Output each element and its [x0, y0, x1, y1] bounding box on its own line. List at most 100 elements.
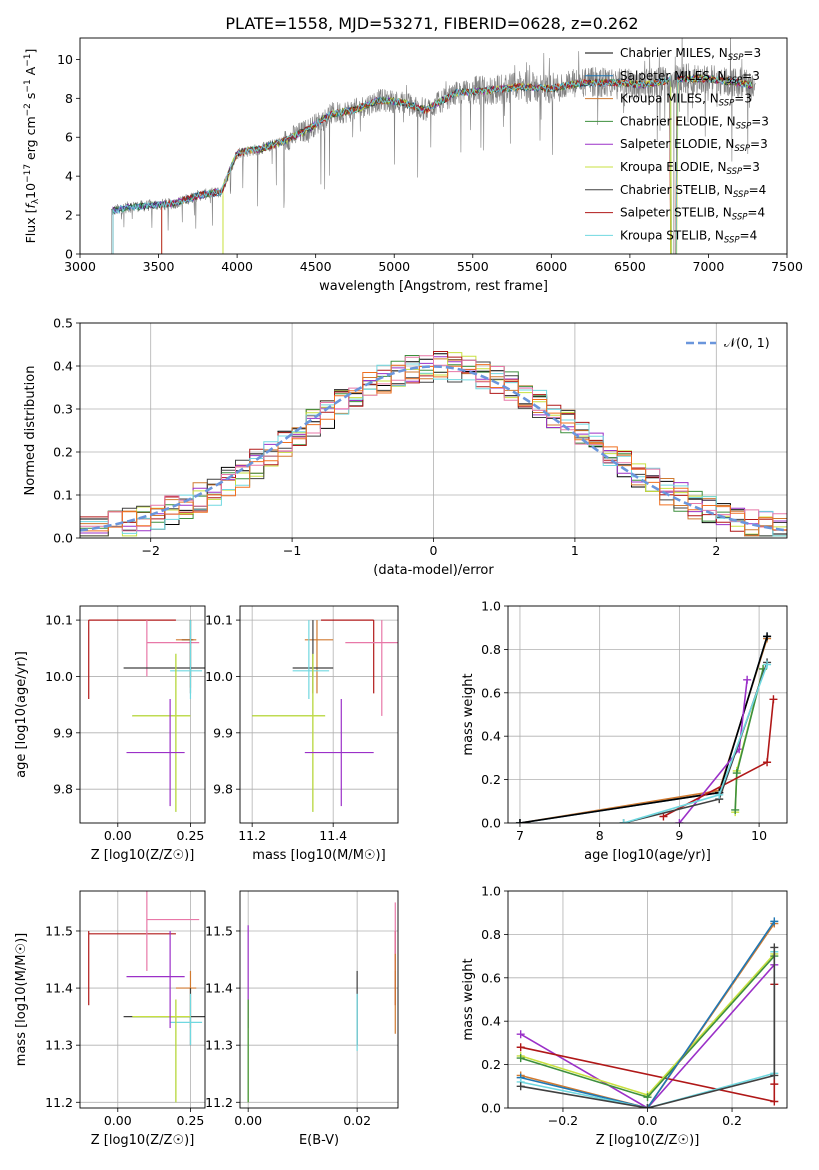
y-tick-label: 9.8	[53, 782, 73, 797]
x-tick-label: 0.00	[104, 1113, 132, 1128]
x-tick-label: 10	[751, 828, 767, 843]
x-tick-label: 0.00	[104, 828, 132, 843]
weight-line-salpeter-miles	[520, 920, 775, 1108]
legend-n-prefix: , N	[716, 183, 733, 197]
legend-equals: =	[749, 183, 759, 197]
axes-age_vs_Z: 0.00 0.25 9.8 9.9 10.0 10.1	[45, 606, 205, 843]
legend-series-name: Chabrier STELIB	[620, 183, 716, 197]
gaussian-curve	[80, 365, 787, 532]
legend-n-prefix: , N	[711, 46, 728, 60]
y-tick-label: 11.3	[45, 1038, 73, 1053]
x-tick-label: −2	[141, 543, 159, 558]
legend-label: Chabrier STELIB, NSSP=4	[620, 183, 766, 200]
legend-label: Kroupa MILES, NSSP=3	[620, 92, 752, 109]
legend-n-prefix: , N	[718, 137, 735, 151]
axes-spectrum: 3000 3500 4000 4500 5000 5500 6000 6500 7000 7500…	[57, 52, 803, 274]
x-tick-label: 2	[712, 543, 720, 558]
y-axis-label: mass weight	[461, 958, 476, 1040]
legend-equals: =	[740, 228, 750, 242]
y-tick-label: 0.2	[53, 445, 73, 460]
figure-title: PLATE=1558, MJD=53271, FIBERID=0628, z=0…	[225, 14, 638, 33]
legend-equals: =	[751, 114, 761, 128]
y-axis-label-part: −17	[23, 164, 33, 183]
legend-n-prefix: , N	[710, 69, 727, 83]
y-axis-label-part: A	[23, 66, 38, 79]
x-axis-label: Z [log10(Z/Z☉)]	[91, 1133, 195, 1148]
legend-label: Kroupa STELIB, NSSP=4	[620, 228, 757, 245]
x-tick-label: 9	[675, 828, 683, 843]
x-tick-label: 11.2	[238, 828, 266, 843]
y-tick-label: 10.0	[205, 669, 233, 684]
legend-equals: =	[742, 160, 752, 174]
y-tick-label: 9.9	[213, 725, 233, 740]
weight-marker	[770, 917, 779, 926]
y-axis-label-part: 10	[23, 183, 38, 199]
y-tick-label: 2	[65, 208, 73, 223]
x-tick-label: 0.00	[234, 1113, 262, 1128]
plot-area-mass_vs_Z	[88, 891, 205, 1103]
weight-line-chabrier-miles	[519, 636, 768, 823]
y-tick-label: 11.5	[45, 923, 73, 938]
legend-series-name: Salpeter MILES	[620, 69, 710, 83]
weight-marker	[516, 1054, 525, 1063]
weight-marker	[516, 1082, 525, 1091]
y-tick-label: 10.1	[45, 613, 73, 628]
x-tick-label: 8	[596, 828, 604, 843]
plot-frame-mass_vs_Z	[79, 890, 206, 1109]
y-tick-label: 0.8	[481, 642, 501, 657]
weight-marker	[763, 660, 772, 669]
y-tick-label: 0.4	[53, 359, 73, 374]
legend-label: Chabrier MILES, NSSP=3	[620, 46, 761, 63]
y-axis-label: Normed distribution	[23, 366, 38, 496]
y-axis-label-part: erg cm	[23, 116, 38, 164]
y-axis-label-part: Flux [	[23, 209, 38, 244]
y-tick-label: 11.3	[205, 1038, 233, 1053]
axes-mass_vs_ebv: 0.00 0.02 11.2 11.3 11.4 11.5	[205, 891, 398, 1128]
weight-marker	[770, 1097, 779, 1106]
x-tick-label: 5500	[457, 259, 489, 274]
x-tick-label: 0.2	[722, 1113, 742, 1128]
legend-nssp: 3	[752, 160, 760, 174]
weight-marker	[743, 675, 752, 684]
weight-marker	[731, 805, 740, 814]
legend-series-name: Kroupa STELIB	[620, 228, 707, 242]
legend-nssp: 3	[744, 92, 752, 106]
x-tick-label: 3000	[64, 259, 96, 274]
plot-area-residuals	[80, 351, 787, 537]
y-tick-label: 0.4	[481, 1014, 501, 1029]
weight-marker	[769, 695, 778, 704]
plot-area-age_vs_mass	[252, 619, 398, 812]
x-tick-label: 7	[516, 828, 524, 843]
weight-marker	[516, 1043, 525, 1052]
plot-frame-residuals	[79, 322, 788, 539]
legend-nssp: 4	[759, 183, 767, 197]
y-tick-label: 9.9	[53, 725, 73, 740]
x-axis-label: E(B-V)	[299, 1133, 339, 1148]
legend-equals: =	[747, 206, 757, 220]
legend-label: Salpeter STELIB, NSSP=4	[620, 206, 765, 223]
y-tick-label: 1.0	[481, 599, 501, 614]
plot-frame-massweight_vs_Z	[507, 890, 788, 1109]
y-axis-label-part: s	[23, 93, 38, 104]
weight-marker	[675, 819, 684, 823]
legend-equals: =	[734, 92, 744, 106]
weight-marker	[715, 790, 724, 799]
x-axis-label: (data-model)/error	[373, 563, 494, 578]
y-tick-label: 0.8	[481, 927, 501, 942]
y-axis-label-part: ]	[23, 49, 38, 54]
legend-nssp: 4	[750, 228, 758, 242]
legend-nssp: 3	[761, 114, 769, 128]
y-axis-label: age [log10(age/yr)]	[14, 651, 29, 778]
y-tick-label: 0.2	[481, 772, 501, 787]
y-tick-label: 0.0	[481, 1101, 501, 1116]
y-axis-label-part: −2	[23, 103, 33, 116]
legend-nssp: 3	[760, 137, 768, 151]
plot-frame-age_vs_mass	[239, 605, 399, 824]
y-tick-label: 10.0	[45, 669, 73, 684]
weight-marker	[643, 1104, 652, 1108]
legend-series-name: Chabrier MILES	[620, 46, 711, 60]
weight-marker	[732, 769, 741, 778]
plot-frame-spectrum	[79, 37, 788, 255]
weight-marker	[770, 943, 779, 952]
